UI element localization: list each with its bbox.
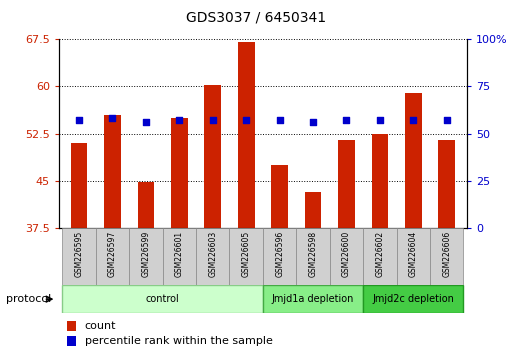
Text: control: control — [146, 294, 180, 304]
Bar — [96, 228, 129, 285]
Text: GSM226604: GSM226604 — [409, 230, 418, 277]
Point — [242, 118, 250, 123]
Bar — [196, 228, 229, 285]
Point — [75, 118, 83, 123]
Bar — [430, 228, 463, 285]
Bar — [238, 42, 254, 228]
Bar — [104, 115, 121, 228]
Text: percentile rank within the sample: percentile rank within the sample — [85, 336, 272, 346]
Bar — [63, 228, 96, 285]
Point — [376, 118, 384, 123]
Text: GSM226603: GSM226603 — [208, 230, 218, 277]
Text: GSM226598: GSM226598 — [308, 230, 318, 277]
Text: GSM226606: GSM226606 — [442, 230, 451, 277]
Point — [443, 118, 451, 123]
Text: GSM226599: GSM226599 — [142, 230, 150, 277]
Bar — [171, 118, 188, 228]
Bar — [229, 228, 263, 285]
Point — [275, 118, 284, 123]
Text: GSM226597: GSM226597 — [108, 230, 117, 277]
Bar — [71, 143, 87, 228]
Point — [175, 118, 184, 123]
Text: GSM226596: GSM226596 — [275, 230, 284, 277]
Bar — [371, 133, 388, 228]
Bar — [163, 228, 196, 285]
Bar — [63, 285, 263, 313]
Bar — [204, 85, 221, 228]
Bar — [363, 228, 397, 285]
Bar — [297, 228, 330, 285]
Bar — [405, 93, 422, 228]
Point — [309, 119, 317, 125]
Text: GDS3037 / 6450341: GDS3037 / 6450341 — [186, 11, 327, 25]
Text: Jmjd1a depletion: Jmjd1a depletion — [272, 294, 354, 304]
Bar — [129, 228, 163, 285]
Bar — [397, 228, 430, 285]
Bar — [363, 285, 463, 313]
Bar — [439, 140, 455, 228]
Text: GSM226595: GSM226595 — [74, 230, 84, 277]
Bar — [271, 165, 288, 228]
Text: count: count — [85, 321, 116, 331]
Bar — [338, 140, 355, 228]
Bar — [305, 192, 322, 228]
Bar — [263, 228, 297, 285]
Bar — [137, 182, 154, 228]
Text: GSM226605: GSM226605 — [242, 230, 251, 277]
Bar — [263, 285, 363, 313]
Text: Jmjd2c depletion: Jmjd2c depletion — [372, 294, 455, 304]
Bar — [330, 228, 363, 285]
Point — [409, 118, 418, 123]
Point — [142, 119, 150, 125]
Point — [342, 118, 350, 123]
Text: protocol: protocol — [6, 294, 51, 304]
Point — [108, 116, 116, 121]
Text: GSM226601: GSM226601 — [175, 230, 184, 277]
Text: GSM226602: GSM226602 — [376, 230, 384, 277]
Text: GSM226600: GSM226600 — [342, 230, 351, 277]
Point — [209, 118, 217, 123]
